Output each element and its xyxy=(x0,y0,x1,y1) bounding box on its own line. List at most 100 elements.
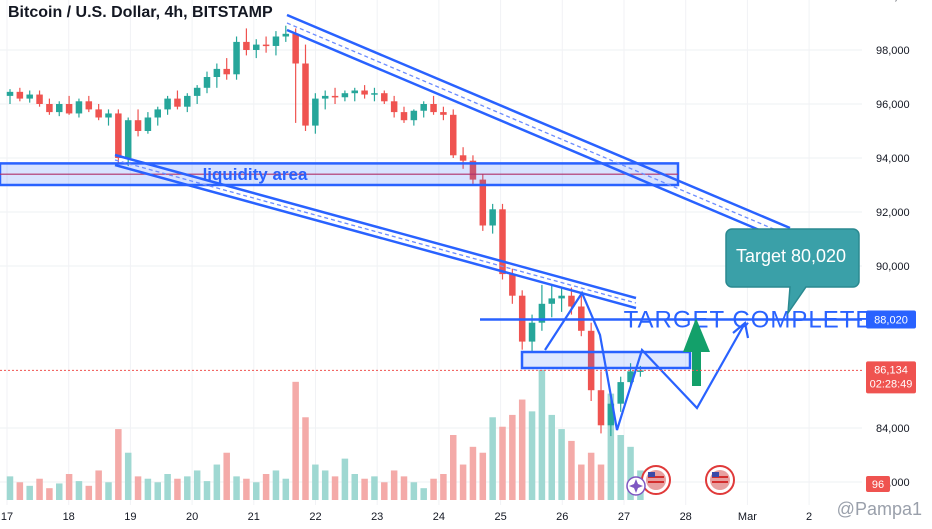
price-axis[interactable]: 100,000 98,000 96,000 94,000 92,000 90,000 84,… xyxy=(876,0,916,489)
volume-bar xyxy=(597,464,605,500)
volume-bar xyxy=(134,476,142,500)
volume-bar xyxy=(243,478,250,500)
candle-body xyxy=(85,101,93,110)
candle-body xyxy=(6,91,14,96)
candle-body xyxy=(617,382,624,404)
volume-bar xyxy=(489,417,496,500)
us-flag-event-icon-2[interactable] xyxy=(705,465,735,495)
candle-body xyxy=(65,104,73,114)
candle-body xyxy=(164,98,171,110)
volume-bar xyxy=(105,482,112,500)
time-tick-label: 24 xyxy=(433,511,445,523)
volume-bar xyxy=(46,488,53,500)
liquidity-area[interactable]: liquidity area xyxy=(0,162,680,187)
volume-bar xyxy=(509,414,516,500)
candle-body xyxy=(410,110,418,121)
candle-body xyxy=(597,390,605,426)
volume-bar xyxy=(341,458,349,500)
chart-title: Bitcoin / U.S. Dollar, 4h, BITSTAMP xyxy=(8,4,273,21)
candle-body xyxy=(321,95,329,99)
candle-body xyxy=(390,101,398,113)
volume-bar xyxy=(193,470,201,500)
time-axis[interactable]: 17 18 19 20 21 22 23 24 25 26 27 28 Mar 2 xyxy=(1,511,812,523)
volume-bar xyxy=(450,435,457,500)
target-callout[interactable]: Target 80,020 xyxy=(725,228,860,316)
candle-body xyxy=(144,117,152,131)
volume-bar xyxy=(36,478,43,500)
volume-bar xyxy=(282,478,290,500)
sparkle-icon[interactable] xyxy=(626,476,646,496)
volume-bar xyxy=(115,429,122,500)
volume-bar xyxy=(85,485,93,500)
current-price-tag: 86,134 02:28:49 xyxy=(866,361,916,394)
volume-bar xyxy=(302,417,309,500)
volume-bar xyxy=(381,482,388,500)
volume-badge-label: 96 xyxy=(872,479,884,491)
volume-bar xyxy=(558,429,565,500)
candle-body xyxy=(440,112,447,115)
volume-bar xyxy=(144,478,152,500)
candle-body xyxy=(627,371,634,383)
volume-bar xyxy=(617,435,624,500)
volume-bar xyxy=(56,483,63,500)
candle-body xyxy=(479,179,487,226)
volume-bar xyxy=(331,476,339,500)
volume-bar xyxy=(410,482,418,500)
us-flag-event-icon[interactable] xyxy=(641,465,671,495)
volume-bar xyxy=(253,482,260,500)
volume-bar xyxy=(6,476,14,500)
time-tick-label: 22 xyxy=(309,511,321,523)
volume-bar xyxy=(292,381,299,500)
candle-body xyxy=(637,370,644,372)
volume-bar xyxy=(430,478,437,500)
volume-bar xyxy=(223,452,230,500)
volume-bar xyxy=(361,478,368,500)
candle-body xyxy=(105,113,112,118)
candle-body xyxy=(223,68,230,75)
volume-bar xyxy=(312,464,319,500)
time-tick-label: Mar xyxy=(738,511,757,523)
time-tick-label: 21 xyxy=(248,511,260,523)
candle-body xyxy=(489,209,496,226)
target-complete-label: TARGET COMPLETE xyxy=(624,306,873,333)
price-tick-label: 94,000 xyxy=(876,153,910,165)
candle-body xyxy=(233,41,240,75)
volume-bar xyxy=(203,481,211,500)
candle-body xyxy=(253,44,260,50)
candle-body xyxy=(95,109,102,118)
projection-path[interactable] xyxy=(544,290,746,431)
candle-body xyxy=(528,322,536,342)
volume-bar xyxy=(184,476,191,500)
time-tick-label: 19 xyxy=(124,511,136,523)
time-tick-label: 28 xyxy=(680,511,692,523)
price-tick-label: 90,000 xyxy=(876,261,910,273)
candle-body xyxy=(341,93,349,98)
author-watermark: @Pampa1 xyxy=(836,499,922,519)
candle-body xyxy=(36,94,43,104)
candle-body xyxy=(282,33,290,37)
price-tick-label: 92,000 xyxy=(876,207,910,219)
candle-body xyxy=(262,44,270,47)
time-tick-label: 20 xyxy=(186,511,198,523)
candle-body xyxy=(124,120,132,158)
volume-bar xyxy=(538,370,546,500)
candle-body xyxy=(75,101,83,114)
up-arrow-icon xyxy=(683,318,710,386)
upper-channel[interactable] xyxy=(286,13,791,245)
candle-body xyxy=(203,77,211,88)
volume-badge: 96 xyxy=(866,476,890,492)
price-tick-label: 96,000 xyxy=(876,99,910,111)
time-tick-label: 26 xyxy=(556,511,568,523)
target-price-tag: 88,020 xyxy=(866,310,916,329)
volume-bar xyxy=(627,446,634,500)
candle-body xyxy=(292,33,299,64)
lower-channel[interactable] xyxy=(114,153,637,310)
candle-body xyxy=(469,160,477,180)
volume-bar xyxy=(440,474,447,500)
target-price-label: 88,020 xyxy=(874,314,908,326)
volume-bar xyxy=(213,464,221,500)
candle-body xyxy=(568,295,575,307)
volume-bar xyxy=(518,399,526,500)
